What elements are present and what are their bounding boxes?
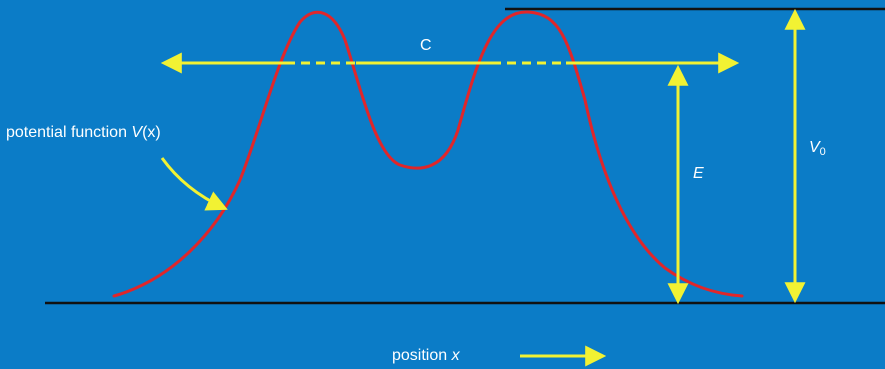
potential-pointer-arrow — [160, 157, 228, 211]
position-label: position x — [392, 348, 460, 364]
potential-prefix: potential function — [6, 124, 132, 141]
position-symbol: x — [451, 347, 460, 364]
potential-function-label: potential function V(x) — [6, 125, 161, 141]
v0-label: V0 — [809, 140, 826, 158]
e-label: E — [693, 165, 704, 182]
potential-symbol: V — [131, 124, 143, 141]
potential-args: (x) — [142, 124, 161, 141]
v0-symbol: V — [809, 139, 820, 156]
c-label: C — [420, 37, 432, 54]
v0-subscript: 0 — [819, 146, 826, 158]
position-prefix: position — [392, 347, 452, 364]
potential-curve — [112, 10, 744, 298]
